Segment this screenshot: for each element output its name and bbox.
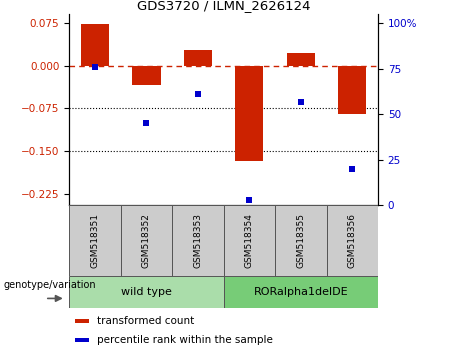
Text: GSM518355: GSM518355: [296, 213, 305, 268]
Bar: [172, 205, 224, 276]
Bar: [338, 65, 366, 114]
Text: genotype/variation: genotype/variation: [4, 280, 96, 290]
Bar: [183, 50, 212, 65]
Bar: [75, 338, 89, 343]
Text: GSM518351: GSM518351: [90, 213, 100, 268]
Text: GSM518356: GSM518356: [348, 213, 357, 268]
Text: GSM518353: GSM518353: [193, 213, 202, 268]
Bar: [235, 65, 264, 161]
Bar: [224, 205, 275, 276]
Bar: [326, 205, 378, 276]
Bar: [75, 319, 89, 323]
Bar: [121, 205, 172, 276]
Bar: [132, 65, 160, 85]
Title: GDS3720 / ILMN_2626124: GDS3720 / ILMN_2626124: [137, 0, 310, 12]
Bar: [81, 24, 109, 65]
Bar: [224, 276, 378, 308]
Text: GSM518354: GSM518354: [245, 213, 254, 268]
Bar: [69, 276, 224, 308]
Bar: [275, 205, 326, 276]
Text: transformed count: transformed count: [97, 316, 194, 326]
Text: wild type: wild type: [121, 287, 172, 297]
Bar: [69, 205, 121, 276]
Bar: [287, 53, 315, 65]
Text: GSM518352: GSM518352: [142, 213, 151, 268]
Text: percentile rank within the sample: percentile rank within the sample: [97, 335, 273, 345]
Text: RORalpha1delDE: RORalpha1delDE: [254, 287, 348, 297]
